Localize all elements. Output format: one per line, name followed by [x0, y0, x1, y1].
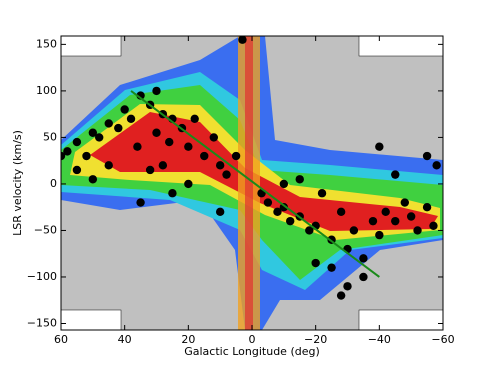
data-point [63, 147, 72, 156]
data-point [422, 202, 432, 212]
data-point [152, 128, 161, 137]
data-point [413, 226, 422, 235]
data-point [375, 230, 384, 240]
data-point [209, 133, 218, 142]
data-point [327, 263, 336, 272]
data-point [336, 291, 346, 300]
data-point [381, 207, 390, 217]
data-point [279, 202, 289, 212]
data-point [222, 170, 231, 179]
data-point [152, 86, 161, 96]
y-tick-label: −100 [27, 270, 57, 283]
data-point [184, 142, 193, 151]
data-point [406, 212, 416, 221]
data-point [279, 179, 289, 189]
data-point [343, 282, 352, 291]
data-point [391, 170, 400, 179]
data-point [422, 151, 432, 161]
data-point [88, 175, 98, 184]
data-point [238, 36, 247, 44]
data-point [286, 216, 295, 226]
x-tick-label: 20 [181, 333, 195, 346]
data-point [165, 137, 174, 147]
y-tick-label: 50 [43, 130, 57, 143]
fit-line [130, 90, 380, 278]
data-point [95, 133, 104, 142]
data-point [168, 189, 177, 198]
y-tick-label: 0 [50, 177, 57, 190]
data-point [133, 142, 142, 151]
x-tick-label: −60 [431, 333, 454, 346]
data-point [263, 198, 273, 207]
data-point [126, 114, 136, 124]
data-point [82, 151, 91, 161]
plot-marks [61, 36, 441, 300]
data-point [145, 165, 155, 175]
data-point [104, 161, 113, 170]
emission-background [61, 36, 443, 330]
data-point [317, 189, 327, 198]
data-point [136, 198, 145, 207]
y-tick-label: −50 [34, 223, 57, 236]
data-point [391, 216, 400, 226]
data-point [215, 207, 225, 217]
x-tick-label: 40 [118, 333, 132, 346]
data-point [400, 198, 409, 207]
data-point [190, 114, 199, 124]
data-point [432, 161, 441, 170]
y-tick-label: −150 [27, 316, 57, 329]
y-tick-label: 150 [36, 37, 57, 50]
data-point [305, 226, 314, 235]
x-axis-label: Galactic Longitude (deg) [184, 345, 320, 358]
data-point [72, 137, 82, 147]
data-point [349, 226, 359, 235]
data-point [295, 175, 304, 184]
data-point [215, 161, 225, 170]
data-point [61, 151, 66, 161]
data-point [359, 254, 368, 263]
data-point [120, 105, 129, 114]
data-point [336, 207, 346, 217]
data-point [88, 128, 98, 137]
data-point [158, 161, 168, 170]
data-point [72, 165, 82, 175]
data-point [273, 207, 282, 217]
data-point [359, 272, 368, 282]
x-tick-label: 0 [249, 333, 256, 346]
data-point [311, 258, 320, 268]
y-tick-label: 100 [36, 84, 57, 97]
y-axis-label: LSR velocity (km/s) [11, 130, 24, 236]
x-tick-label: −20 [304, 333, 327, 346]
data-point [368, 216, 378, 226]
x-tick-label: 60 [54, 333, 68, 346]
data-point [114, 123, 123, 133]
data-point [375, 142, 384, 151]
data-point [429, 221, 438, 230]
data-point [200, 151, 209, 161]
data-point [231, 151, 241, 161]
data-point [104, 119, 113, 128]
data-point [184, 179, 193, 189]
x-tick-label: −40 [368, 333, 391, 346]
